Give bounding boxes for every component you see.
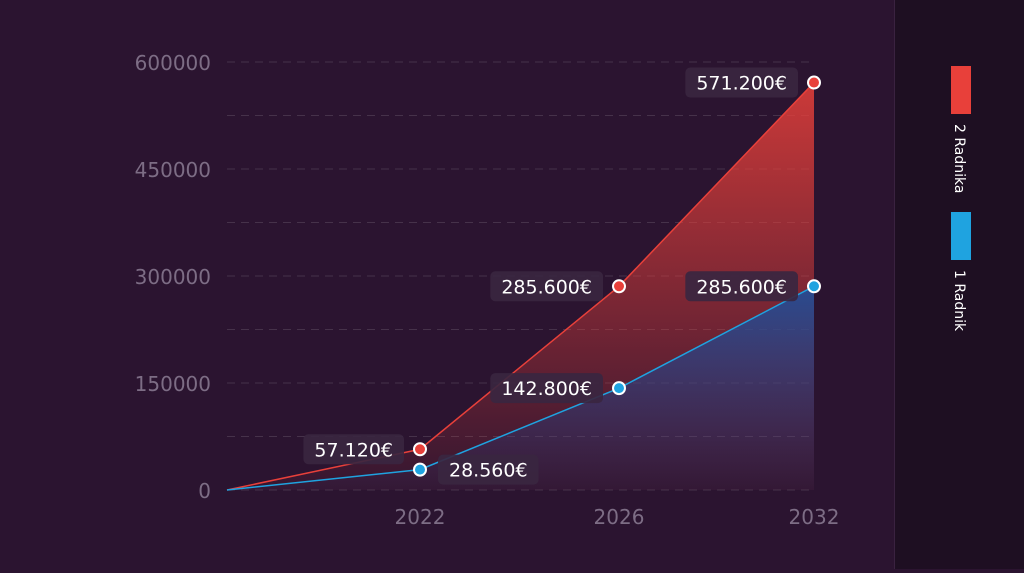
chart-area: 57.120€ 285.600€ 571.200€ 28.560€ 142.800€ 28… (135, 51, 840, 529)
data-label: 57.120€ (303, 434, 404, 465)
y-tick-label: 600000 (135, 51, 211, 75)
y-tick-label: 450000 (135, 158, 211, 182)
data-label-box (685, 271, 798, 302)
x-tick-label: 2032 (789, 505, 840, 529)
data-point (807, 279, 821, 294)
x-tick-label: 2022 (395, 505, 446, 529)
data-label: 571.200€ (685, 67, 798, 98)
data-label: 142.800€ (490, 373, 603, 404)
data-point (807, 75, 821, 90)
legend: 2 Radnika 1 Radnik (894, 0, 1024, 569)
data-label: 28.560€ (438, 454, 539, 485)
data-label-box (303, 434, 404, 465)
data-label-text: 57.120€ (314, 439, 393, 461)
series-line-1-radnik (226, 285, 815, 491)
data-label: 285.600€ (685, 271, 798, 302)
data-label-text: 28.560€ (449, 460, 528, 482)
legend-item-2-radnika[interactable]: 2 Radnika (951, 66, 971, 193)
y-tick-label: 300000 (135, 265, 211, 289)
legend-swatch-2-radnika (951, 66, 971, 114)
data-label-text: 571.200€ (696, 73, 787, 95)
legend-item-1-radnik[interactable]: 1 Radnik (951, 212, 971, 331)
legend-label-1-radnik: 1 Radnik (951, 270, 967, 332)
data-label-text: 285.600€ (696, 276, 787, 298)
data-label-text: 285.600€ (501, 276, 592, 298)
data-point (413, 462, 427, 477)
legend-swatch-1-radnik (951, 212, 971, 260)
data-label: 285.600€ (490, 271, 603, 302)
chart-svg: 57.120€ 285.600€ 571.200€ 28.560€ 142.800€ 28… (135, 51, 840, 529)
data-label-text: 142.800€ (501, 378, 592, 400)
series-area-1-radnik (227, 286, 814, 490)
data-point (413, 442, 427, 457)
data-label-box (490, 271, 603, 302)
data-point (612, 279, 626, 294)
y-tick-label: 0 (198, 479, 211, 503)
data-point (612, 381, 626, 396)
legend-label-2-radnika: 2 Radnika (951, 124, 967, 194)
data-label-box (490, 373, 603, 404)
data-label-box (438, 454, 539, 485)
series-line-2-radnika (226, 82, 815, 491)
data-label-box (685, 67, 798, 98)
y-tick-label: 150000 (135, 372, 211, 396)
x-tick-label: 2026 (594, 505, 645, 529)
